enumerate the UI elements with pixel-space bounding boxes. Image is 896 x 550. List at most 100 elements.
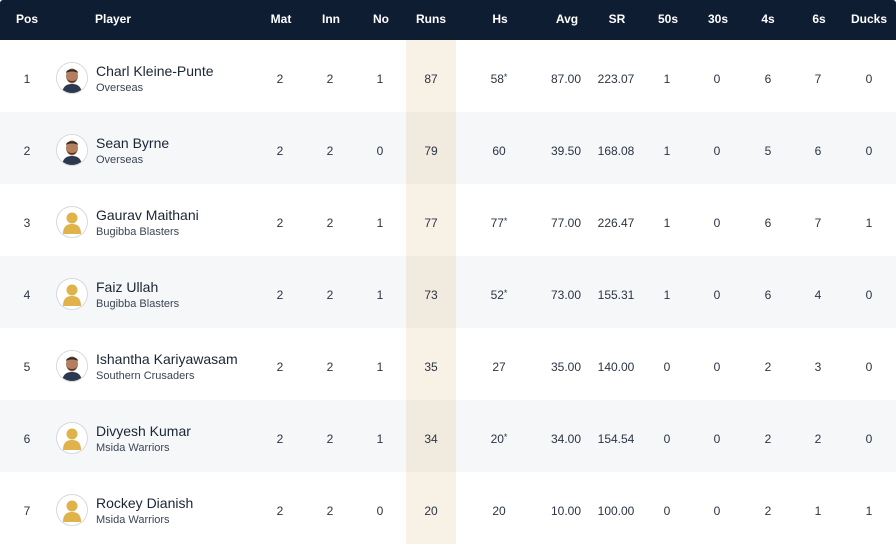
- player-name-link[interactable]: Charl Kleine-Punte: [96, 63, 214, 79]
- player-avatar[interactable]: [56, 134, 88, 166]
- avg-cell: 10.00: [550, 504, 582, 518]
- mat-cell: 2: [276, 144, 284, 158]
- ducks-cell: 0: [865, 360, 873, 374]
- pos-cell: 2: [23, 144, 31, 158]
- runs-cell-highlight: [406, 400, 456, 472]
- ducks-cell: 1: [865, 216, 873, 230]
- avg-cell: 39.50: [550, 144, 582, 158]
- pos-cell: 1: [23, 72, 31, 86]
- sixes-cell: 4: [814, 288, 822, 302]
- sr-cell: 168.08: [597, 144, 635, 158]
- header-sr[interactable]: SR: [608, 12, 626, 26]
- player-team: Bugibba Blasters: [96, 298, 180, 310]
- thirties-cell: 0: [713, 144, 721, 158]
- header-runs[interactable]: Runs: [416, 12, 446, 26]
- pos-cell: 4: [23, 288, 31, 302]
- player-silhouette-icon: [63, 212, 81, 234]
- avg-cell: 77.00: [550, 216, 582, 230]
- player-name-link[interactable]: Divyesh Kumar: [96, 423, 191, 439]
- ducks-cell: 0: [865, 144, 873, 158]
- player-avatar[interactable]: [56, 350, 88, 382]
- fours-cell: 2: [764, 432, 772, 446]
- pos-cell: 6: [23, 432, 31, 446]
- fours-cell: 5: [764, 144, 772, 158]
- header-hs[interactable]: Hs: [492, 12, 508, 26]
- player-photo-icon: [57, 63, 87, 93]
- fifties-cell: 1: [663, 216, 671, 230]
- header-mat[interactable]: Mat: [270, 12, 292, 26]
- player-name-link[interactable]: Gaurav Maithani: [96, 207, 199, 223]
- mat-cell: 2: [276, 288, 284, 302]
- player-name-link[interactable]: Faiz Ullah: [96, 279, 159, 295]
- player-avatar[interactable]: [56, 494, 88, 526]
- ducks-cell: 0: [865, 288, 873, 302]
- not-out-marker: *: [503, 288, 508, 298]
- hs-value: 58: [490, 72, 504, 86]
- sr-cell: 100.00: [597, 504, 635, 518]
- no-cell: 1: [376, 360, 384, 374]
- player-silhouette-icon: [63, 428, 81, 450]
- avg-cell: 73.00: [550, 288, 582, 302]
- no-cell: 0: [376, 144, 384, 158]
- runs-cell-highlight: [406, 472, 456, 544]
- mat-cell: 2: [276, 504, 284, 518]
- not-out-marker: *: [503, 72, 508, 82]
- fours-cell: 6: [764, 72, 772, 86]
- header-50s[interactable]: 50s: [657, 12, 679, 26]
- runs-cell: 87: [424, 72, 438, 86]
- fours-cell: 2: [764, 360, 772, 374]
- header-ducks[interactable]: Ducks: [850, 12, 888, 26]
- table-row[interactable]: 6 Divyesh Kumar Msida Warriors 2 2 1 34 …: [0, 400, 896, 472]
- header-no[interactable]: No: [373, 12, 389, 26]
- player-avatar[interactable]: [56, 278, 88, 310]
- thirties-cell: 0: [713, 72, 721, 86]
- fifties-cell: 1: [663, 288, 671, 302]
- sixes-cell: 7: [814, 216, 822, 230]
- header-pos[interactable]: Pos: [15, 12, 39, 26]
- inn-cell: 2: [326, 504, 334, 518]
- table-row[interactable]: 7 Rockey Dianish Msida Warriors 2 2 0 20…: [0, 472, 896, 544]
- table-row[interactable]: 5 Ishantha Kariyawasam Southern Crusader…: [0, 328, 896, 400]
- player-avatar[interactable]: [56, 422, 88, 454]
- player-name-link[interactable]: Sean Byrne: [96, 135, 170, 151]
- fifties-cell: 0: [663, 504, 671, 518]
- sr-cell: 154.54: [597, 432, 635, 446]
- not-out-marker: *: [503, 432, 508, 442]
- hs-value: 77: [490, 216, 504, 230]
- player-name-link[interactable]: Ishantha Kariyawasam: [96, 351, 238, 367]
- runs-cell-highlight: [406, 112, 456, 184]
- sixes-cell: 6: [814, 144, 822, 158]
- header-player[interactable]: Player: [95, 12, 132, 26]
- ducks-cell: 1: [865, 504, 873, 518]
- player-silhouette-icon: [63, 500, 81, 522]
- player-team: Msida Warriors: [96, 442, 170, 454]
- player-avatar[interactable]: [56, 206, 88, 238]
- table-row[interactable]: 4 Faiz Ullah Bugibba Blasters 2 2 1 73 5…: [0, 256, 896, 328]
- player-silhouette-icon: [63, 284, 81, 306]
- header-30s[interactable]: 30s: [707, 12, 729, 26]
- table-row[interactable]: 3 Gaurav Maithani Bugibba Blasters 2 2 1…: [0, 184, 896, 256]
- header-inn[interactable]: Inn: [322, 12, 340, 26]
- header-4s[interactable]: 4s: [761, 12, 775, 26]
- avg-cell: 34.00: [550, 432, 582, 446]
- player-team: Msida Warriors: [96, 514, 170, 526]
- table-row[interactable]: 2 Sean Byrne Overseas 2 2 0 79 60 39.50 …: [0, 112, 896, 184]
- inn-cell: 2: [326, 144, 334, 158]
- avg-cell: 35.00: [550, 360, 582, 374]
- header-avg[interactable]: Avg: [555, 12, 579, 26]
- fifties-cell: 0: [663, 432, 671, 446]
- player-name-link[interactable]: Rockey Dianish: [96, 495, 194, 511]
- player-avatar[interactable]: [56, 62, 88, 94]
- header-6s[interactable]: 6s: [812, 12, 826, 26]
- runs-cell: 79: [424, 144, 438, 158]
- hs-value: 52: [490, 288, 504, 302]
- thirties-cell: 0: [713, 360, 721, 374]
- no-cell: 1: [376, 432, 384, 446]
- table-header: Pos Player Mat Inn No Runs Hs Avg SR 50s…: [0, 0, 896, 40]
- fours-cell: 6: [764, 288, 772, 302]
- player-team: Overseas: [96, 154, 144, 166]
- table-row[interactable]: 1 Charl Kleine-Punte Overseas 2 2 1 87 5…: [0, 40, 896, 112]
- sixes-cell: 2: [814, 432, 822, 446]
- sr-cell: 140.00: [597, 360, 635, 374]
